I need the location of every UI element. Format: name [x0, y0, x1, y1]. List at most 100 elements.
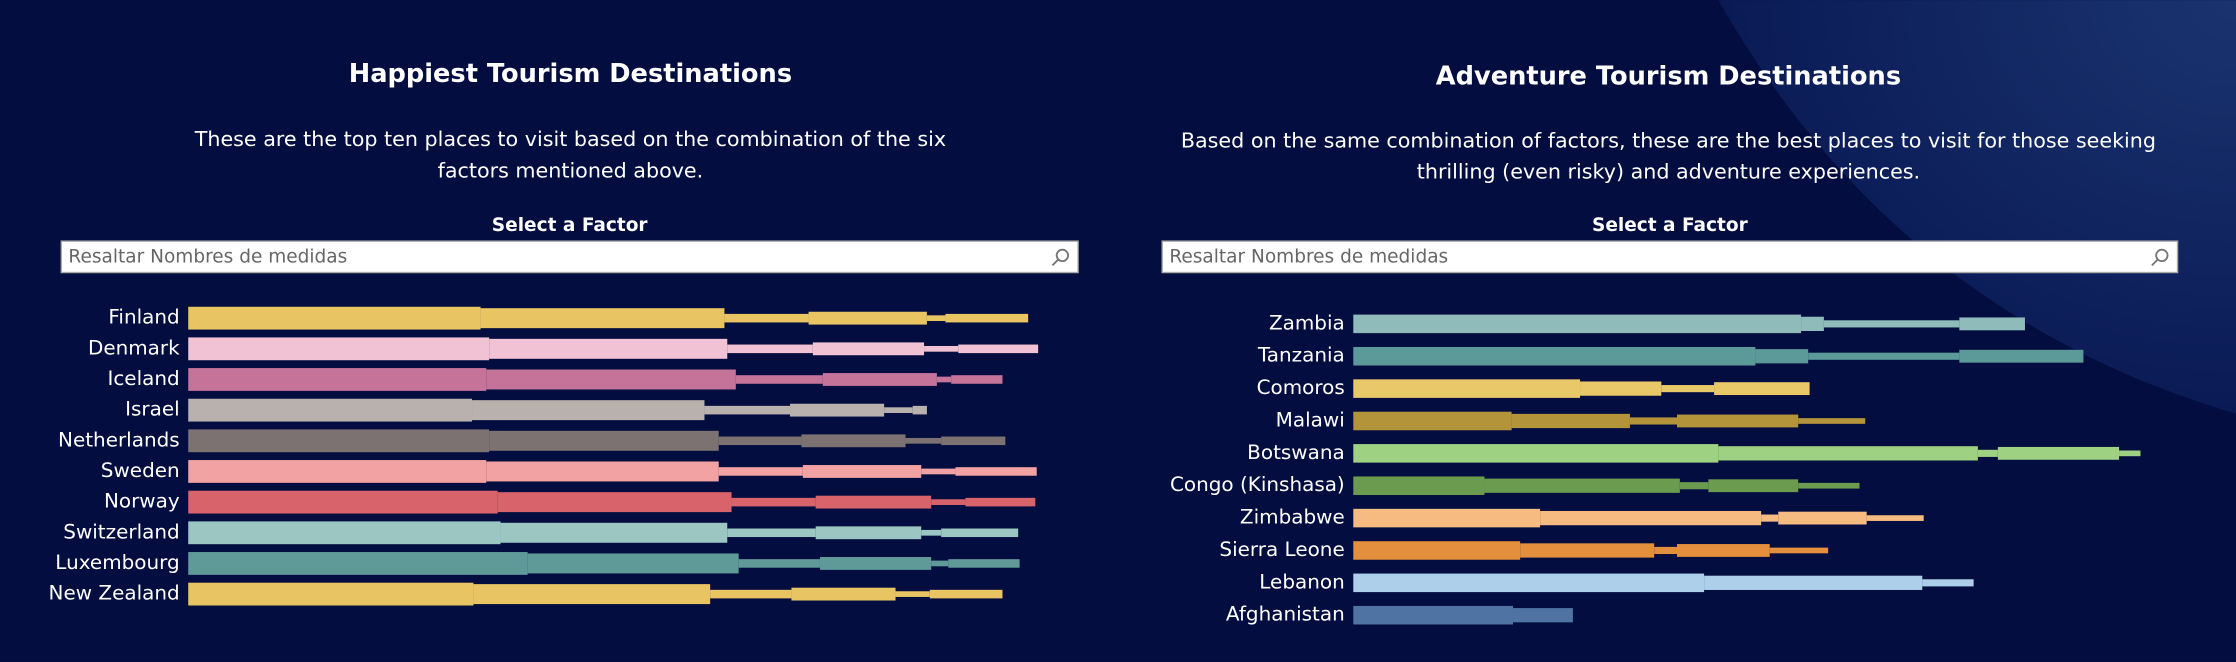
row-label: Sierra Leone — [1219, 537, 1344, 561]
bar-segment — [500, 522, 728, 543]
bar-segment — [735, 375, 823, 384]
row-label: Tanzania — [1257, 343, 1345, 367]
bar-segment — [704, 405, 791, 415]
filter-label: Select a Factor — [492, 215, 649, 236]
bar-segment — [912, 405, 927, 415]
bar-segment — [1704, 575, 1923, 590]
bar-segment — [1718, 446, 1978, 461]
bar-segment — [1866, 515, 1924, 521]
bar-segment — [188, 337, 490, 361]
bar-segment — [931, 560, 949, 567]
bar-segment — [1997, 446, 2120, 460]
bar-segment — [965, 497, 1036, 507]
bar-segment — [822, 373, 937, 386]
bar-segment — [1761, 514, 1779, 522]
bar-segment — [731, 497, 816, 507]
bar-segment — [958, 344, 1039, 354]
row-label: Norway — [104, 489, 180, 513]
bar-segment — [1977, 449, 1998, 457]
bar-segment — [945, 313, 1029, 323]
bar-segment — [1677, 414, 1799, 428]
bar-segment — [801, 434, 906, 448]
bar-segment — [929, 589, 1003, 599]
row-label: Luxembourg — [55, 550, 179, 574]
bar-segment — [1353, 379, 1581, 398]
bar-segment — [1353, 346, 1756, 366]
bar-segment — [1959, 349, 2084, 363]
bar-segment — [1353, 573, 1705, 593]
search-icon-handle — [1051, 259, 1059, 267]
row-label: Switzerland — [63, 519, 179, 543]
search-box[interactable] — [60, 240, 1079, 274]
row-label: Zimbabwe — [1240, 505, 1345, 529]
search-box[interactable] — [1161, 240, 2179, 274]
bar-segment — [1353, 476, 1485, 495]
bar-segment — [1353, 314, 1802, 334]
row-label: Comoros — [1257, 375, 1345, 399]
bar-segment — [1708, 479, 1799, 493]
bar-segment — [480, 308, 725, 329]
row-label: Zambia — [1269, 310, 1345, 334]
bar-segment — [473, 584, 711, 605]
bar-segment — [1798, 418, 1866, 424]
bar-segment — [188, 429, 490, 453]
bar-segment — [1769, 547, 1829, 554]
bar-segment — [936, 376, 952, 383]
bar-segment — [718, 436, 802, 446]
bar-segment — [1808, 352, 1960, 360]
search-icon-handle — [2151, 259, 2159, 267]
search-placeholder: Resaltar Nombres de medidas — [1169, 246, 1448, 267]
bar-segment — [924, 345, 959, 352]
bar-segment — [1959, 317, 2025, 331]
row-label: Afghanistan — [1226, 602, 1345, 626]
bar-segment — [188, 521, 501, 545]
filter-label: Select a Factor — [1592, 215, 1749, 236]
row-label: Iceland — [107, 366, 179, 390]
bar-segment — [1629, 417, 1677, 425]
row-label: Congo (Kinshasa) — [1170, 472, 1345, 496]
bar-segment — [895, 591, 930, 597]
row-label: Malawi — [1276, 407, 1345, 431]
bar-segment — [1540, 510, 1762, 526]
search-icon — [2155, 248, 2169, 263]
bar-segment — [1679, 482, 1709, 490]
bar-segment — [926, 315, 946, 322]
row-label: Denmark — [88, 335, 180, 359]
bar-segment — [1353, 541, 1521, 560]
bar-segment — [188, 490, 498, 514]
bar-segment — [951, 375, 1003, 384]
subtitle: These are the top ten places to visit ba… — [194, 127, 946, 151]
bar-segment — [486, 369, 736, 390]
bar-segment — [808, 311, 927, 325]
bar-segment — [188, 582, 474, 606]
bar-segment — [815, 526, 922, 540]
bar-segment — [472, 400, 705, 421]
row-label: Lebanon — [1259, 569, 1344, 593]
bar-segment — [489, 430, 719, 451]
bar-segment — [188, 368, 487, 391]
bar-segment — [1714, 382, 1810, 396]
bar-segment — [2119, 450, 2141, 457]
bar-segment — [497, 492, 732, 513]
row-label: Israel — [125, 397, 180, 421]
chart-title: Adventure Tourism Destinations — [1436, 62, 1901, 92]
bar-segment — [1520, 543, 1655, 558]
subtitle: Based on the same combination of factors… — [1181, 128, 2156, 152]
bar-segment — [1677, 544, 1770, 557]
row-label: New Zealand — [49, 581, 180, 605]
bar-segment — [921, 468, 956, 475]
decor-curve — [1718, 0, 2236, 414]
bar-segment — [738, 559, 820, 568]
bar-segment — [1661, 385, 1715, 393]
bar-segment — [188, 552, 528, 575]
bar-segment — [1353, 411, 1512, 431]
bar-segment — [1353, 605, 1514, 625]
bar-segment — [884, 407, 913, 413]
bar-segment — [1778, 511, 1867, 525]
bar-segment — [819, 557, 932, 570]
bar-segment — [941, 436, 1006, 446]
row-label: Sweden — [101, 458, 180, 482]
bar-segment — [1511, 413, 1630, 429]
row-label: Netherlands — [58, 427, 180, 451]
row-label: Finland — [108, 305, 179, 329]
